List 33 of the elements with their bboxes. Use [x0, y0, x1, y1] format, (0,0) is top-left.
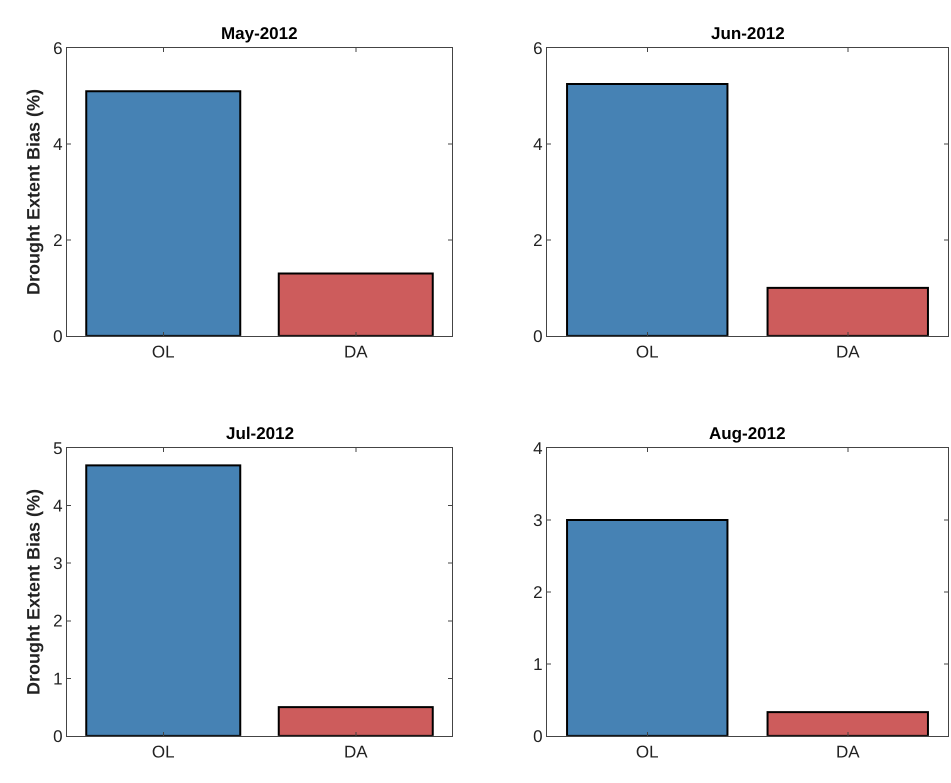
x-tick-label: OL — [152, 342, 175, 362]
x-tick-label: DA — [344, 342, 368, 362]
y-axis-title: Drought Extent Bias (%) — [23, 88, 44, 295]
y-tick-label: 4 — [533, 134, 543, 154]
y-tick-label: 4 — [53, 496, 63, 516]
x-tick-label: DA — [836, 342, 860, 362]
chart-title: Aug-2012 — [709, 424, 786, 443]
y-tick-label: 2 — [533, 582, 543, 602]
y-tick-label: 3 — [53, 554, 63, 574]
y-tick-label: 0 — [53, 726, 63, 746]
y-tick-label: 0 — [533, 726, 543, 746]
y-tick-label: 0 — [533, 326, 543, 346]
chart-title: May-2012 — [221, 24, 298, 43]
y-tick-label: 2 — [53, 230, 63, 250]
y-tick-label: 6 — [53, 38, 63, 58]
y-tick-label: 4 — [53, 134, 63, 154]
y-tick-label: 1 — [533, 654, 543, 674]
chart-title: Jun-2012 — [711, 24, 785, 43]
y-tick-label: 2 — [533, 230, 543, 250]
chart-title: Jul-2012 — [226, 424, 294, 443]
y-tick-label: 6 — [533, 38, 543, 58]
y-tick-label: 4 — [533, 439, 543, 458]
x-tick-label: DA — [836, 742, 860, 762]
y-tick-label: 5 — [53, 439, 63, 458]
x-tick-label: OL — [636, 342, 659, 362]
y-tick-label: 2 — [53, 612, 63, 631]
y-tick-label: 0 — [53, 326, 63, 346]
x-tick-label: DA — [344, 742, 368, 762]
y-tick-label: 3 — [533, 510, 543, 530]
y-axis-title: Drought Extent Bias (%) — [23, 488, 44, 696]
x-tick-label: OL — [152, 742, 175, 762]
x-tick-label: OL — [636, 742, 659, 762]
y-tick-label: 1 — [53, 669, 63, 688]
